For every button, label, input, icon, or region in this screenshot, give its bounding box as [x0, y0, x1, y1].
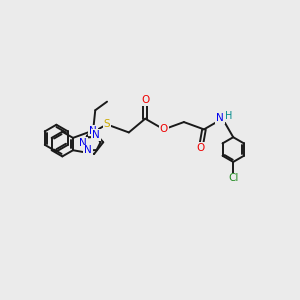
Text: O: O	[160, 124, 168, 134]
Text: N: N	[216, 113, 224, 123]
Text: H: H	[225, 111, 233, 121]
Text: O: O	[197, 142, 205, 153]
Text: N: N	[84, 146, 92, 155]
Text: Cl: Cl	[228, 173, 238, 183]
Text: S: S	[103, 119, 110, 129]
Text: N: N	[92, 130, 100, 140]
Text: N: N	[80, 138, 87, 148]
Text: N: N	[89, 126, 97, 136]
Text: O: O	[141, 95, 149, 106]
